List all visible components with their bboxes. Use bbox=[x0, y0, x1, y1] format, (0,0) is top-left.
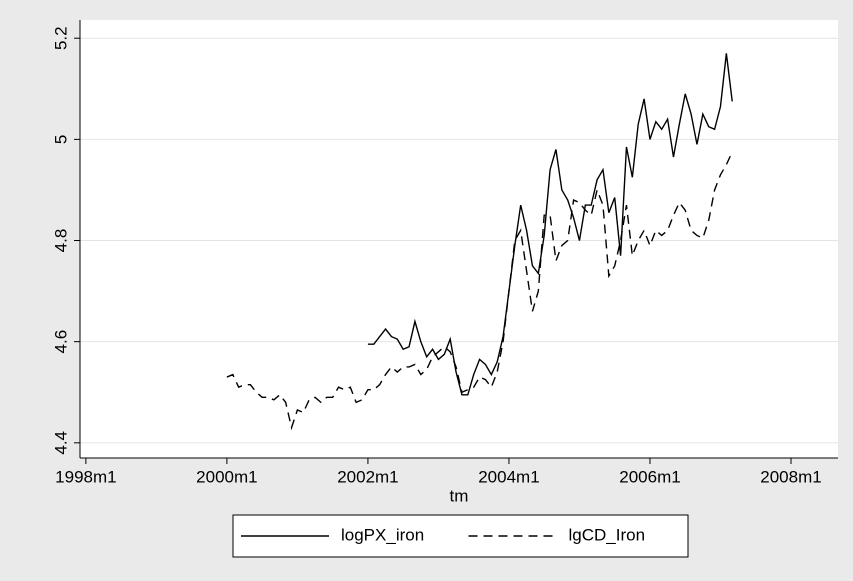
legend-label: lgCD_Iron bbox=[569, 525, 646, 544]
plot-area bbox=[80, 20, 838, 458]
x-tick-label: 2006m1 bbox=[619, 467, 680, 486]
y-tick-label: 5 bbox=[51, 135, 70, 144]
series-line bbox=[226, 151, 733, 431]
x-tick-label: 2000m1 bbox=[196, 467, 257, 486]
legend-label: logPX_iron bbox=[341, 525, 424, 544]
x-axis-title: tm bbox=[450, 486, 469, 505]
y-tick-label: 4.4 bbox=[51, 431, 70, 455]
x-tick-label: 2002m1 bbox=[337, 467, 398, 486]
y-tick-label: 5.2 bbox=[51, 26, 70, 50]
y-tick-label: 4.8 bbox=[51, 229, 70, 253]
series-line bbox=[367, 53, 733, 396]
x-tick-label: 2008m1 bbox=[760, 467, 821, 486]
x-tick-label: 1998m1 bbox=[55, 467, 116, 486]
y-tick-label: 4.6 bbox=[51, 330, 70, 354]
x-tick-label: 2004m1 bbox=[478, 467, 539, 486]
